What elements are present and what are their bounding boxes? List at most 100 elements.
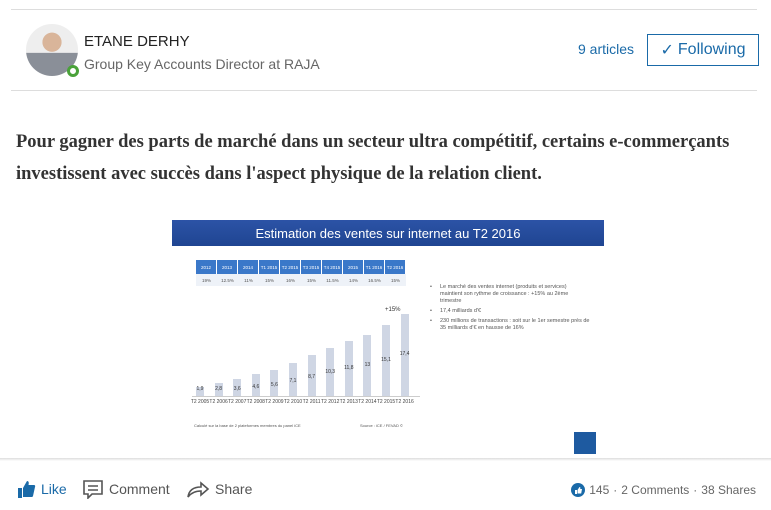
chart-bar bbox=[307, 355, 316, 396]
comment-button[interactable]: Comment bbox=[82, 479, 170, 499]
bar-value-label: 5,6 bbox=[270, 381, 278, 388]
articles-link[interactable]: 9 articles bbox=[578, 41, 635, 57]
growth-table: 2012 19% 2013 12.5% 2014 11% T1 2015 15% T2 2015… bbox=[196, 260, 406, 286]
table-cell: 15% bbox=[259, 274, 280, 286]
image-title: Estimation des ventes sur internet au T2… bbox=[172, 220, 604, 246]
table-cell: 16% bbox=[280, 274, 301, 286]
article-lead: Pour gagner des parts de marché dans un … bbox=[16, 132, 730, 184]
x-tick-label: T2 2009 bbox=[265, 399, 284, 405]
table-column: T3 2015 15% bbox=[301, 260, 322, 286]
bar-value-label: 11,8 bbox=[344, 365, 354, 372]
x-tick-label: T2 2006 bbox=[209, 399, 228, 405]
bar-value-label: 15,1 bbox=[381, 356, 391, 363]
separator: · bbox=[613, 483, 618, 497]
x-tick-label: T2 2011 bbox=[302, 399, 321, 405]
chart-bar bbox=[344, 340, 353, 396]
table-column: T2 2016 15% bbox=[385, 260, 406, 286]
table-cell: 11.5% bbox=[322, 274, 343, 286]
like-reaction-icon bbox=[571, 483, 586, 497]
table-header: T1 2016 bbox=[364, 260, 385, 274]
x-tick-label: T2 2014 bbox=[358, 399, 377, 405]
table-cell: 16.5% bbox=[364, 274, 385, 286]
author-role: Group Key Accounts Director at RAJA bbox=[84, 56, 320, 72]
table-cell: 11% bbox=[238, 274, 259, 286]
table-header: 2014 bbox=[238, 260, 259, 274]
table-column: 2014 11% bbox=[238, 260, 259, 286]
top-divider bbox=[11, 9, 757, 10]
bar-value-label: 17,4 bbox=[399, 351, 410, 358]
company-logo bbox=[574, 432, 596, 454]
article-image[interactable]: Estimation des ventes sur internet au T2… bbox=[172, 218, 604, 462]
image-bottom-shadow bbox=[0, 458, 771, 461]
thumbs-up-icon bbox=[18, 481, 36, 498]
x-tick-label: T2 2008 bbox=[246, 399, 265, 405]
chart-bar bbox=[400, 314, 409, 396]
check-icon: ✓ bbox=[660, 42, 674, 59]
table-column: 2013 12.5% bbox=[217, 260, 238, 286]
table-header: 2015 bbox=[343, 260, 364, 274]
table-header: 2012 bbox=[196, 260, 217, 274]
x-tick-label: T2 2016 bbox=[395, 399, 414, 405]
bar-value-label: 3,6 bbox=[233, 386, 241, 392]
following-button[interactable]: ✓ Following bbox=[647, 34, 759, 66]
share-icon bbox=[187, 481, 210, 498]
table-cell: 19% bbox=[196, 274, 217, 286]
social-stats: 145 · 2 Comments · 38 Shares bbox=[571, 483, 756, 497]
shares-count[interactable]: 38 Shares bbox=[701, 483, 756, 497]
table-header: 2013 bbox=[217, 260, 238, 274]
growth-label: +15% bbox=[385, 307, 401, 313]
x-tick-label: T2 2013 bbox=[339, 399, 358, 405]
comments-count[interactable]: 2 Comments bbox=[621, 483, 690, 497]
bar-value-label: 7,1 bbox=[289, 377, 297, 384]
chart-note: Calculé sur la base de 2 plateformes mem… bbox=[194, 423, 301, 428]
chart-bar bbox=[196, 387, 204, 396]
comment-icon bbox=[83, 480, 103, 499]
table-column: T4 2015 11.5% bbox=[322, 260, 343, 286]
x-tick-label: T2 2007 bbox=[228, 399, 247, 405]
bullet-item: 17,4 milliards d'€ bbox=[430, 308, 590, 315]
chart-bar bbox=[363, 334, 372, 396]
chart-bar bbox=[289, 362, 297, 396]
table-header: T2 2015 bbox=[280, 260, 301, 274]
table-header: T3 2015 bbox=[301, 260, 322, 274]
like-button[interactable]: Like bbox=[16, 479, 67, 499]
table-header: T1 2015 bbox=[259, 260, 280, 274]
likes-count[interactable]: 145 bbox=[589, 483, 610, 497]
chart-bar bbox=[233, 379, 242, 396]
table-cell: 15% bbox=[385, 274, 406, 286]
table-column: T1 2016 16.5% bbox=[364, 260, 385, 286]
bullet-list: Le marché des ventes internet (produits … bbox=[430, 284, 590, 335]
chart-bar bbox=[251, 374, 260, 396]
table-column: 2012 19% bbox=[196, 260, 217, 286]
x-tick-label: T2 2015 bbox=[376, 399, 396, 405]
x-tick-label: T2 2005 bbox=[190, 399, 210, 405]
chart-bar bbox=[270, 369, 279, 396]
header-divider bbox=[11, 90, 757, 91]
share-button[interactable]: Share bbox=[186, 479, 252, 499]
chart-source: Source : iCE / FEVAD © bbox=[360, 423, 403, 428]
bullet-item: Le marché des ventes internet (produits … bbox=[430, 284, 590, 305]
table-cell: 15% bbox=[301, 274, 322, 286]
table-header: T4 2015 bbox=[322, 260, 343, 274]
bar-value-label: 8,7 bbox=[308, 373, 316, 380]
author-name[interactable]: ETANE DERHY bbox=[84, 33, 190, 50]
table-column: T2 2015 16% bbox=[280, 260, 301, 286]
bar-value-label: 10,3 bbox=[325, 369, 336, 376]
table-column: 2015 14% bbox=[343, 260, 364, 286]
chart-bar bbox=[214, 382, 223, 396]
table-header: T2 2016 bbox=[385, 260, 406, 274]
x-axis-line bbox=[192, 396, 420, 397]
x-tick-label: T2 2010 bbox=[283, 399, 303, 405]
separator: · bbox=[693, 483, 698, 497]
bar-value-label: 13 bbox=[364, 362, 371, 369]
bullet-item: 230 millions de transactions : soit sur … bbox=[430, 318, 590, 332]
chart-bar bbox=[326, 347, 335, 396]
bar-value-label: 1,9 bbox=[196, 386, 204, 392]
chart-bar bbox=[382, 325, 390, 396]
online-status-icon bbox=[67, 65, 79, 77]
x-tick-label: T2 2012 bbox=[321, 399, 340, 405]
table-column: T1 2015 15% bbox=[259, 260, 280, 286]
table-cell: 12.5% bbox=[217, 274, 238, 286]
bar-value-label: 2,8 bbox=[215, 386, 223, 392]
table-cell: 14% bbox=[343, 274, 364, 286]
